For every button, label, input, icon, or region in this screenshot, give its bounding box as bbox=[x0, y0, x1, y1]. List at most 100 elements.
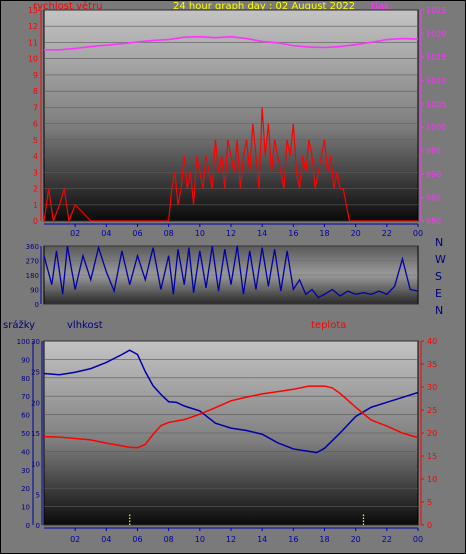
wind-tick-label: 1 bbox=[33, 201, 38, 210]
time-tick-label: 22 bbox=[382, 229, 392, 238]
compass-west: W bbox=[435, 253, 446, 266]
temperature-tick-label: 30 bbox=[427, 383, 437, 392]
wind-direction-chart: 0 90 180 270 360 bbox=[26, 243, 419, 309]
wind-tick-label: 0 bbox=[33, 217, 38, 226]
graph-title: 24 hour graph day : 02 August 2022 bbox=[173, 1, 356, 12]
rain-tick-label: 50 bbox=[21, 430, 30, 438]
pressure-tick-label: 1005 bbox=[426, 100, 446, 109]
wind-tick-label: 2 bbox=[33, 185, 38, 194]
wind-tick-label: 4 bbox=[33, 152, 38, 161]
direction-tick-label: 180 bbox=[26, 272, 39, 280]
temperature-tick-label: 20 bbox=[427, 429, 437, 438]
rain-tick-label: 80 bbox=[21, 375, 30, 383]
rain-tick-label: 30 bbox=[21, 467, 30, 475]
time-tick-label: 20 bbox=[351, 229, 361, 238]
temperature-tick-label: 35 bbox=[427, 360, 437, 369]
wind-tick-label: 13 bbox=[28, 6, 38, 15]
temperature-tick-label: 10 bbox=[427, 475, 437, 484]
time-tick-label: 18 bbox=[319, 535, 329, 544]
time-tick-label: 18 bbox=[319, 229, 329, 238]
humidity-tick-label: 0 bbox=[36, 522, 40, 530]
compass-north-bottom: N bbox=[435, 304, 444, 317]
pressure-tick-label: 1020 bbox=[426, 29, 446, 38]
wind-pressure-chart: 0123456789101112139809859909951000100510… bbox=[28, 6, 447, 238]
temperature-tick-label: 15 bbox=[427, 452, 437, 461]
time-tick-label: 10 bbox=[195, 535, 205, 544]
rain-tick-label: 100 bbox=[17, 338, 30, 346]
time-tick-label: 02 bbox=[70, 229, 80, 238]
time-tick-label: 02 bbox=[70, 535, 80, 544]
rain-tick-label: 10 bbox=[21, 504, 30, 512]
pressure-tick-label: 980 bbox=[426, 217, 441, 226]
rain-tick-label: 20 bbox=[21, 485, 30, 493]
plot-area bbox=[43, 9, 419, 222]
pressure-tick-label: 1025 bbox=[426, 6, 446, 15]
compass-east: E bbox=[435, 287, 442, 300]
direction-tick-label: 90 bbox=[30, 287, 39, 295]
temperature-tick-label: 40 bbox=[427, 337, 437, 346]
humidity-temperature-chart: 0102030405060708090100051015202530051015… bbox=[17, 337, 438, 544]
temperature-tick-label: 0 bbox=[427, 521, 432, 530]
humidity-tick-label: 30 bbox=[31, 338, 40, 346]
time-tick-label: 16 bbox=[288, 535, 298, 544]
pressure-tick-label: 1015 bbox=[426, 53, 446, 62]
wind-speed-axis-title: rychlost větru bbox=[33, 1, 103, 12]
wind-tick-label: 10 bbox=[28, 55, 38, 64]
wind-tick-label: 11 bbox=[28, 38, 38, 47]
humidity-tick-label: 25 bbox=[31, 369, 40, 377]
rain-tick-label: 40 bbox=[21, 448, 30, 456]
time-tick-label: 12 bbox=[226, 229, 236, 238]
humidity-line bbox=[43, 349, 419, 454]
temperature-tick-label: 25 bbox=[427, 406, 437, 415]
direction-tick-label: 270 bbox=[26, 258, 39, 266]
pressure-tick-label: 1000 bbox=[426, 123, 446, 132]
time-tick-label: 00 bbox=[413, 535, 423, 544]
time-tick-label: 12 bbox=[226, 535, 236, 544]
pressure-tick-label: 990 bbox=[426, 170, 441, 179]
pressure-axis-title: tlak bbox=[371, 1, 390, 12]
humidity-tick-label: 20 bbox=[31, 399, 40, 407]
rain-tick-label: 90 bbox=[21, 356, 30, 364]
wind-tick-label: 5 bbox=[33, 136, 38, 145]
rain-tick-label: 70 bbox=[21, 393, 30, 401]
direction-tick-label: 0 bbox=[35, 301, 39, 309]
direction-tick-label: 360 bbox=[26, 243, 39, 251]
time-tick-label: 08 bbox=[164, 229, 174, 238]
wind-tick-label: 12 bbox=[28, 22, 38, 31]
wind-tick-label: 3 bbox=[33, 168, 38, 177]
wind-tick-label: 9 bbox=[33, 71, 38, 80]
time-tick-label: 16 bbox=[288, 229, 298, 238]
compass-north-top: N bbox=[435, 236, 444, 249]
wind-direction-line bbox=[43, 245, 419, 299]
time-tick-label: 06 bbox=[132, 535, 142, 544]
rain-axis-title: srážky bbox=[3, 320, 36, 331]
humidity-tick-label: 5 bbox=[36, 491, 40, 499]
temperature-tick-label: 5 bbox=[427, 498, 432, 507]
temperature-line bbox=[43, 385, 419, 449]
pressure-line bbox=[44, 35, 419, 51]
pressure-tick-label: 1010 bbox=[426, 76, 446, 85]
time-tick-label: 04 bbox=[101, 229, 111, 238]
wind-tick-label: 8 bbox=[33, 87, 38, 96]
rain-tick-label: 0 bbox=[26, 522, 30, 530]
time-tick-label: 22 bbox=[382, 535, 392, 544]
time-tick-label: 14 bbox=[257, 535, 267, 544]
wind-tick-label: 7 bbox=[33, 103, 38, 112]
time-tick-label: 08 bbox=[164, 535, 174, 544]
humidity-axis-title: vlhkost bbox=[67, 320, 103, 331]
wind-speed-line bbox=[43, 107, 418, 224]
rain-tick-label: 60 bbox=[21, 412, 30, 420]
humidity-tick-label: 10 bbox=[31, 461, 40, 469]
compass-south: S bbox=[435, 270, 442, 283]
time-tick-label: 10 bbox=[195, 229, 205, 238]
time-tick-label: 20 bbox=[351, 535, 361, 544]
time-tick-label: 06 bbox=[132, 229, 142, 238]
humidity-tick-label: 15 bbox=[31, 430, 40, 438]
wind-tick-label: 6 bbox=[33, 120, 38, 129]
temperature-axis-title: teplota bbox=[311, 320, 347, 331]
time-tick-label: 00 bbox=[413, 229, 423, 238]
time-tick-label: 14 bbox=[257, 229, 267, 238]
pressure-tick-label: 995 bbox=[426, 147, 441, 156]
